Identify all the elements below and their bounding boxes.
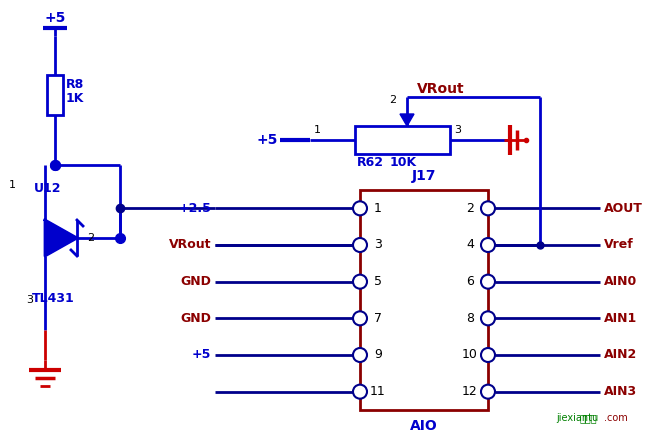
Circle shape xyxy=(353,311,367,326)
Text: J17: J17 xyxy=(412,169,436,183)
Text: R62: R62 xyxy=(357,156,384,169)
Bar xyxy=(355,126,450,154)
Text: AIN0: AIN0 xyxy=(604,275,637,288)
Text: 9: 9 xyxy=(374,348,382,362)
Text: 12: 12 xyxy=(462,385,478,398)
Circle shape xyxy=(353,348,367,362)
Text: 1K: 1K xyxy=(66,92,84,105)
Text: AIN2: AIN2 xyxy=(604,348,637,362)
Text: AOUT: AOUT xyxy=(604,202,643,215)
Text: AIO: AIO xyxy=(410,419,438,430)
Text: 3: 3 xyxy=(374,239,382,252)
Text: 2: 2 xyxy=(389,95,396,105)
Text: VRout: VRout xyxy=(417,82,464,96)
Text: GND: GND xyxy=(180,275,211,288)
Text: R8: R8 xyxy=(66,77,84,90)
Polygon shape xyxy=(400,114,414,126)
Text: 7: 7 xyxy=(374,312,382,325)
Text: 1: 1 xyxy=(374,202,382,215)
Circle shape xyxy=(353,385,367,399)
Text: U12: U12 xyxy=(34,182,62,196)
Text: 6: 6 xyxy=(466,275,474,288)
Circle shape xyxy=(481,275,495,289)
Text: 10: 10 xyxy=(462,348,478,362)
Text: 3: 3 xyxy=(26,295,33,305)
Bar xyxy=(360,190,488,410)
Text: AIN1: AIN1 xyxy=(604,312,637,325)
Text: +5: +5 xyxy=(44,11,66,25)
Circle shape xyxy=(353,238,367,252)
Text: TL431: TL431 xyxy=(32,292,75,305)
Circle shape xyxy=(481,238,495,252)
Text: 10K: 10K xyxy=(390,156,417,169)
Text: AIN3: AIN3 xyxy=(604,385,637,398)
Text: 5: 5 xyxy=(374,275,382,288)
Text: .com: .com xyxy=(604,413,628,423)
Circle shape xyxy=(481,385,495,399)
Text: 3: 3 xyxy=(454,125,461,135)
Text: 2: 2 xyxy=(466,202,474,215)
Circle shape xyxy=(481,201,495,215)
Text: 4: 4 xyxy=(466,239,474,252)
Text: VRout: VRout xyxy=(168,239,211,252)
Text: 接线图: 接线图 xyxy=(580,413,598,423)
Circle shape xyxy=(353,275,367,289)
Text: 2: 2 xyxy=(87,233,94,243)
Text: 1: 1 xyxy=(314,125,321,135)
Text: +2.5: +2.5 xyxy=(178,202,211,215)
Circle shape xyxy=(481,348,495,362)
Circle shape xyxy=(481,311,495,326)
Text: 8: 8 xyxy=(466,312,474,325)
Text: +5: +5 xyxy=(257,133,278,147)
Text: jiexiantu: jiexiantu xyxy=(556,413,598,423)
Bar xyxy=(47,75,63,115)
Text: Vref: Vref xyxy=(604,239,634,252)
Text: GND: GND xyxy=(180,312,211,325)
Polygon shape xyxy=(45,220,77,256)
Text: +5: +5 xyxy=(192,348,211,362)
Text: 1: 1 xyxy=(9,180,16,190)
Text: 11: 11 xyxy=(370,385,386,398)
Circle shape xyxy=(353,201,367,215)
